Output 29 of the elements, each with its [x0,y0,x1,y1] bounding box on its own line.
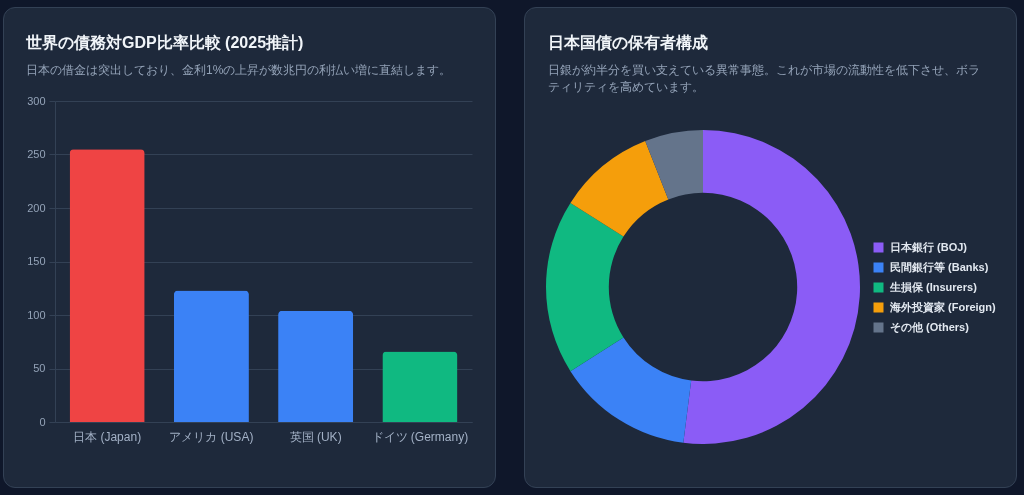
legend-label: その他 (Others) [890,320,970,334]
chart-subtitle: 日銀が約半分を買い支えている異常事態。これが市場の流動性を低下させ、ボラティリティを高めています。 [548,62,981,96]
legend-label: 生損保 (Insurers) [889,280,978,294]
bar [278,310,354,422]
legend-label: 海外投資家 (Foreign) [889,300,997,314]
donut-slice [645,130,703,200]
y-tick-label: 0 [39,415,46,428]
bar [382,351,458,422]
donut-slice [570,337,692,443]
donut-slice [683,130,860,444]
chart-subtitle: 日本の借金は突出しており、金利1%の上昇が数兆円の利払い増に直結します。 [26,62,453,79]
bar [173,290,249,422]
donut-slice [546,202,624,372]
x-tick-label: 日本 (Japan) [73,429,142,444]
chart-title: 日本国債の保有者構成 [548,33,708,53]
bar [69,149,145,422]
y-tick-label: 200 [27,201,46,214]
donut-slice [570,141,669,237]
y-tick-label: 300 [27,94,46,107]
x-tick-label: アメリカ (USA) [169,429,254,444]
x-tick-label: ドイツ (Germany) [371,429,469,444]
y-tick-label: 250 [27,148,46,160]
chart-title: 世界の債務対GDP比率比較 (2025推計) [26,33,304,53]
y-tick-label: 50 [33,362,46,374]
legend-label: 日本銀行 (BOJ) [890,240,968,253]
legend-label: 民間銀行等 (Banks) [890,260,989,273]
y-tick-label: 150 [27,255,46,267]
y-tick-label: 100 [27,308,46,321]
x-tick-label: 英国 (UK) [289,429,342,444]
